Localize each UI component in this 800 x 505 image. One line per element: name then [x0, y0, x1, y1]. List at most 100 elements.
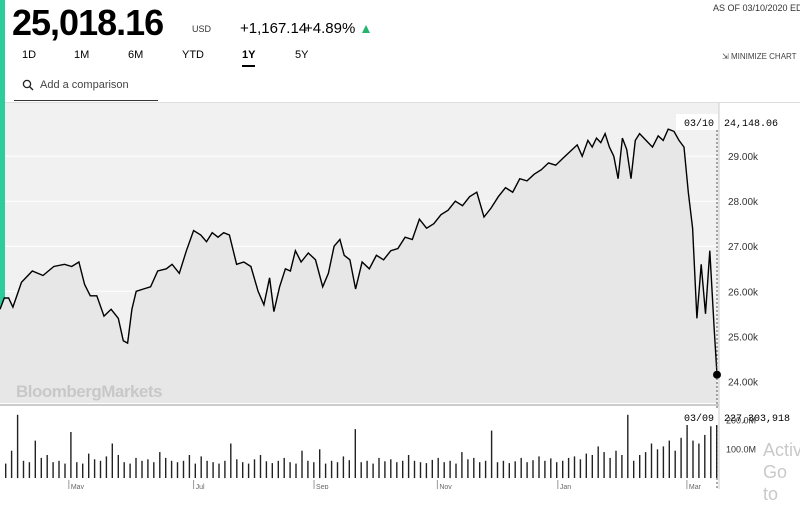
volume-bar — [615, 450, 617, 478]
volume-bar — [342, 456, 345, 478]
volume-bar — [176, 462, 179, 478]
volume-bar — [639, 455, 641, 478]
volume-bar — [76, 462, 78, 478]
volume-bars — [5, 412, 718, 479]
current-price: 25,018.16 — [12, 2, 164, 43]
as-of-timestamp: AS OF 03/10/2020 EDT — [713, 3, 800, 13]
volume-bar — [64, 463, 66, 478]
tab-5y[interactable]: 5Y — [295, 49, 309, 61]
volume-bar — [704, 434, 706, 478]
volume-bar — [313, 462, 315, 478]
volume-100m-label: 100.0M — [726, 444, 756, 454]
volume-bar — [674, 450, 676, 478]
volume-bar — [301, 450, 303, 478]
volume-bar — [425, 463, 428, 479]
volume-bar — [366, 460, 368, 479]
volume-bar — [562, 460, 564, 479]
volume-bar — [159, 452, 161, 478]
volume-bar — [22, 460, 25, 479]
volume-bar — [265, 461, 268, 478]
volume-bar — [396, 462, 398, 478]
volume-bar — [295, 463, 297, 478]
minimize-label: MINIMIZE CHART — [730, 52, 797, 61]
tab-1y[interactable]: 1Y — [242, 49, 256, 67]
volume-bar — [710, 426, 712, 479]
last-value-marker — [713, 370, 721, 379]
volume-date-box — [676, 409, 718, 425]
volume-bar — [680, 437, 682, 479]
volume-bar — [236, 459, 238, 478]
volume-bar — [206, 460, 208, 479]
volume-bar — [526, 462, 528, 478]
crosshair-date-label: 03/10 — [684, 118, 714, 130]
volume-bar — [597, 446, 599, 478]
volume-bar — [591, 455, 593, 478]
volume-bar — [336, 462, 339, 478]
volume-bar — [194, 463, 196, 478]
volume-bar — [170, 460, 173, 479]
volume-bar — [135, 457, 137, 478]
volume-bar — [82, 463, 84, 478]
volume-bar — [123, 462, 125, 478]
volume-date-label: 03/09 — [684, 413, 714, 425]
y-axis-label: 29.00k — [728, 152, 759, 163]
x-axis-label: Sep — [316, 484, 329, 489]
volume-bar — [224, 460, 226, 479]
volume-bar — [188, 455, 191, 478]
up-arrow-icon — [362, 25, 370, 33]
percent-change: +4.89% — [304, 20, 356, 37]
y-axis-label: 28.00k — [728, 197, 759, 208]
volume-bar — [372, 463, 374, 478]
volume-bar — [46, 455, 48, 478]
volume-bar — [10, 450, 13, 478]
volume-bar — [443, 462, 445, 478]
crosshair-value-label: 24,148.06 — [724, 119, 778, 130]
volume-bar — [330, 460, 333, 479]
volume-bar — [431, 459, 433, 478]
x-axis-label: Mar — [689, 484, 702, 489]
volume-bar — [153, 462, 155, 478]
volume-bar — [413, 460, 416, 479]
volume-bar — [556, 462, 558, 478]
tab-1m[interactable]: 1M — [74, 49, 90, 61]
volume-bar — [52, 462, 54, 478]
minimize-chart-button[interactable]: ⇲ MINIMIZE CHART — [722, 52, 797, 61]
comparison-input[interactable] — [40, 76, 155, 94]
volume-bar — [490, 430, 493, 478]
volume-bar — [603, 452, 605, 478]
volume-bar — [348, 460, 350, 478]
search-icon — [22, 79, 34, 91]
volume-bar — [289, 462, 291, 478]
volume-bar — [656, 449, 659, 479]
volume-bar — [165, 457, 167, 478]
volume-bar — [419, 462, 422, 478]
volume-bar — [662, 446, 665, 478]
x-axis-label: Jan — [560, 484, 571, 489]
volume-bar — [212, 462, 214, 478]
volume-bar — [277, 460, 279, 479]
tab-1d[interactable]: 1D — [22, 49, 37, 61]
volume-bar — [28, 462, 31, 478]
volume-bar — [259, 455, 262, 478]
volume-bar — [99, 460, 102, 479]
volume-bar — [455, 463, 457, 478]
overlay-line-2: Go to — [763, 462, 788, 504]
volume-bar — [479, 462, 481, 478]
volume-bar — [88, 453, 90, 478]
volume-bar — [473, 457, 475, 478]
volume-bar — [692, 440, 694, 478]
tab-6m[interactable]: 6M — [128, 49, 144, 61]
volume-bar — [141, 460, 143, 479]
tab-ytd[interactable]: YTD — [182, 49, 204, 61]
volume-bar — [437, 457, 439, 478]
volume-bar — [461, 452, 463, 478]
volume-bar — [484, 460, 487, 479]
volume-bar — [514, 461, 516, 478]
volume-bar — [360, 462, 362, 478]
volume-bar — [200, 456, 202, 478]
volume-bar — [407, 455, 410, 478]
volume-bar — [508, 463, 510, 479]
volume-bar — [573, 456, 576, 478]
crosshair-date-box — [676, 114, 718, 130]
volume-bar — [532, 460, 534, 478]
